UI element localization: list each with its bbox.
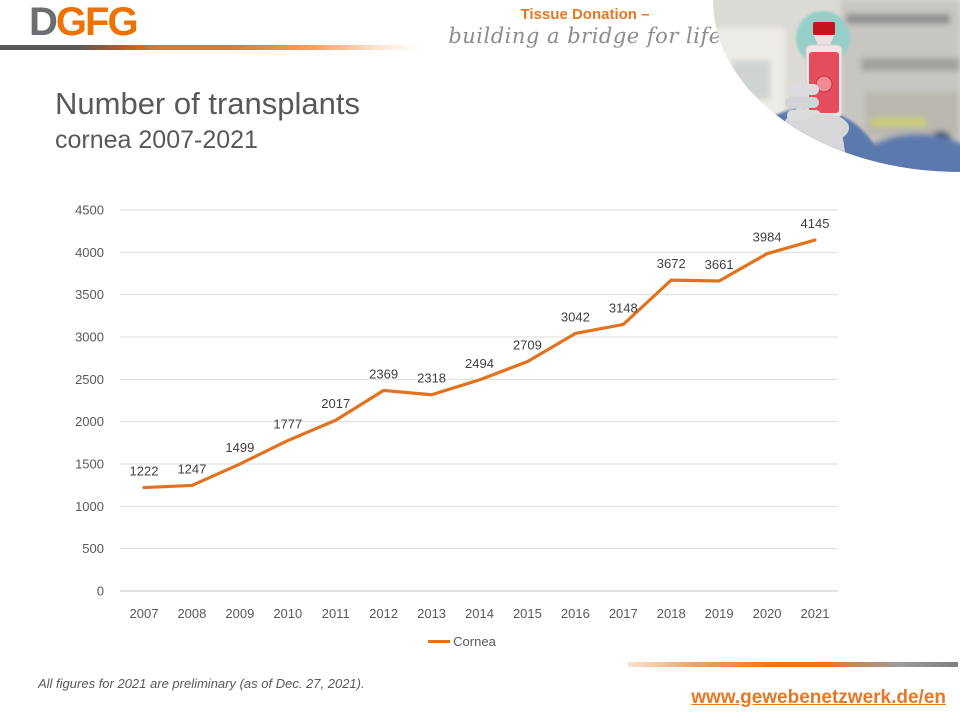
y-tick-label: 2500: [75, 372, 104, 387]
header-gradient-bar: [0, 45, 418, 50]
data-label: 4145: [801, 216, 830, 231]
legend-line-swatch: [428, 640, 451, 643]
page-title-line2: cornea 2007-2021: [55, 126, 258, 155]
y-tick-label: 500: [82, 541, 104, 556]
y-tick-label: 1000: [75, 499, 104, 514]
lab-photo: [713, 0, 960, 172]
dgfg-logo: DGFG: [29, 0, 139, 44]
y-tick-label: 1500: [75, 457, 104, 472]
x-tick-label: 2018: [657, 606, 686, 621]
data-label: 3984: [753, 230, 782, 245]
y-tick-label: 4000: [75, 245, 104, 260]
footnote: All figures for 2021 are preliminary (as…: [38, 676, 365, 691]
x-tick-label: 2010: [273, 606, 302, 621]
data-label: 2017: [321, 396, 350, 411]
legend-label: Cornea: [453, 634, 496, 649]
data-label: 3042: [561, 309, 590, 324]
data-label: 3148: [609, 300, 638, 315]
chart-legend: Cornea: [0, 634, 924, 649]
footer-gradient-bar: [628, 662, 958, 667]
x-tick-label: 2020: [753, 606, 782, 621]
tagline-subtitle: building a bridge for life: [448, 24, 722, 48]
y-tick-label: 4500: [75, 203, 104, 218]
website-link[interactable]: www.gewebenetzwerk.de/en: [691, 687, 946, 708]
x-tick-label: 2019: [705, 606, 734, 621]
data-label: 2494: [465, 356, 494, 371]
y-tick-label: 3500: [75, 287, 104, 302]
x-tick-label: 2008: [177, 606, 206, 621]
y-tick-label: 2000: [75, 414, 104, 429]
data-label: 2318: [417, 371, 446, 386]
tagline-title: Tissue Donation –: [520, 6, 650, 23]
y-tick-label: 3000: [75, 330, 104, 345]
page-title: Number of transplants cornea 2007-2021: [55, 84, 360, 157]
tagline: Tissue Donation – building a bridge for …: [445, 6, 725, 48]
lab-photo-graphic: [713, 0, 960, 172]
data-label: 1777: [273, 417, 302, 432]
data-label: 1222: [130, 464, 159, 479]
data-label: 2369: [369, 366, 398, 381]
cornea-line-chart: 0 500 1000 1500 2000 2500 3000 3500 4000 4500 2007…: [75, 203, 838, 621]
page-title-line1: Number of transplants: [55, 86, 360, 121]
x-tick-label: 2012: [369, 606, 398, 621]
x-tick-label: 2013: [417, 606, 446, 621]
x-tick-label: 2009: [225, 606, 254, 621]
x-tick-label: 2014: [465, 606, 494, 621]
y-tick-label: 0: [97, 584, 104, 599]
x-tick-label: 2016: [561, 606, 590, 621]
x-tick-label: 2015: [513, 606, 542, 621]
x-tick-label: 2007: [130, 606, 159, 621]
dgfg-logo-letters-gfg: GFG: [55, 0, 139, 44]
data-label: 1499: [225, 440, 254, 455]
x-tick-label: 2017: [609, 606, 638, 621]
data-label: 2709: [513, 338, 542, 353]
data-label: 3661: [705, 257, 734, 272]
x-tick-label: 2011: [322, 606, 350, 621]
dgfg-logo-letter-d: D: [29, 0, 58, 44]
data-label: 1247: [177, 461, 206, 476]
data-label: 3672: [657, 256, 686, 271]
series-line-cornea: [142, 238, 817, 490]
x-tick-label: 2021: [801, 606, 830, 621]
